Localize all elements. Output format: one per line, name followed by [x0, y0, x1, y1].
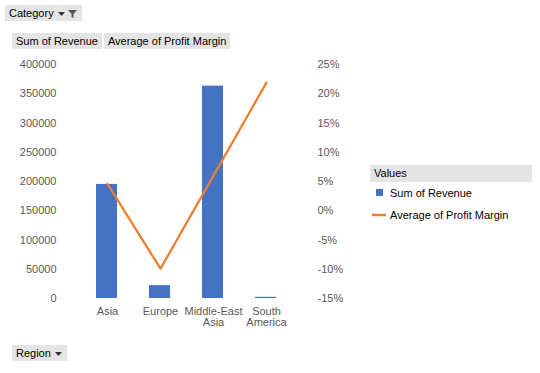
svg-text:100000: 100000 [20, 234, 57, 246]
html-text:Region: Region [16, 347, 51, 359]
svg-text:15%: 15% [318, 117, 340, 129]
html-text:Sum of Revenue: Sum of Revenue [390, 187, 472, 199]
html-text:Average of Profit Margin: Average of Profit Margin [107, 35, 227, 47]
svg-text:50000: 50000 [26, 263, 57, 275]
svg-text:Europe: Europe [143, 305, 178, 317]
svg-text:350000: 350000 [20, 87, 57, 99]
svg-text:-15%: -15% [318, 292, 344, 304]
svg-text:-5%: -5% [318, 234, 338, 246]
html-text:Values: Values [374, 167, 407, 179]
svg-text:20%: 20% [318, 87, 340, 99]
svg-text:250000: 250000 [20, 146, 57, 158]
svg-text:-10%: -10% [318, 263, 344, 275]
svg-text:0%: 0% [318, 204, 334, 216]
svg-text:300000: 300000 [20, 117, 57, 129]
svg-text:400000: 400000 [20, 58, 57, 70]
svg-text:25%: 25% [318, 58, 340, 70]
html-text:Average of Profit Margin: Average of Profit Margin [390, 209, 509, 221]
svg-text:5%: 5% [318, 175, 334, 187]
svg-text:Asia: Asia [97, 305, 119, 317]
svg-text:SouthAmerica: SouthAmerica [246, 305, 287, 328]
svg-text:Middle-EastAsia: Middle-EastAsia [184, 305, 242, 328]
svg-text:200000: 200000 [20, 175, 57, 187]
svg-text:150000: 150000 [20, 204, 57, 216]
svg-text:10%: 10% [318, 146, 340, 158]
svg-text:0: 0 [50, 292, 56, 304]
html-text:Category: Category [9, 7, 54, 19]
html-text:Sum of Revenue: Sum of Revenue [16, 35, 98, 47]
